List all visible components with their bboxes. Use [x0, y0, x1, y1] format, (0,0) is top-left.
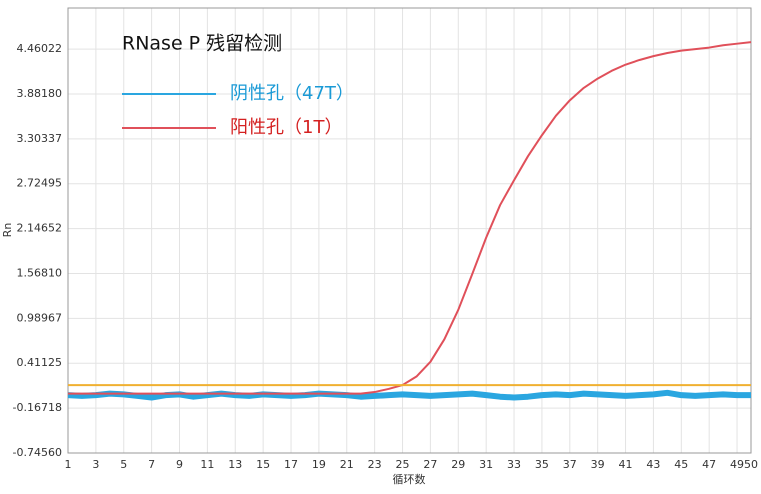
x-tick-label: 7 — [148, 458, 155, 471]
x-tick-label: 31 — [479, 458, 493, 471]
y-tick-label: 4.46022 — [17, 42, 63, 55]
y-tick-label: 0.41125 — [17, 356, 63, 369]
x-tick-label: 50 — [744, 458, 758, 471]
y-axis-label: Rn — [1, 223, 14, 238]
y-tick-label: 2.14652 — [17, 222, 63, 235]
x-tick-label: 15 — [256, 458, 270, 471]
x-tick-label: 21 — [340, 458, 354, 471]
y-tick-label: 1.56810 — [17, 266, 63, 279]
x-tick-label: 23 — [368, 458, 382, 471]
y-tick-label: 3.30337 — [17, 132, 63, 145]
x-tick-label: 37 — [563, 458, 577, 471]
y-tick-label: -0.16718 — [13, 401, 62, 414]
x-tick-label: 33 — [507, 458, 521, 471]
y-tick-label: 2.72495 — [17, 177, 63, 190]
chart-title: RNase P 残留检测 — [122, 33, 282, 55]
x-tick-label: 25 — [396, 458, 410, 471]
x-tick-label: 1 — [65, 458, 72, 471]
x-tick-label: 27 — [423, 458, 437, 471]
x-tick-label: 19 — [312, 458, 326, 471]
legend-label: 阳性孔（1T） — [230, 117, 342, 138]
x-tick-label: 47 — [702, 458, 716, 471]
x-tick-label: 17 — [284, 458, 298, 471]
x-tick-label: 9 — [176, 458, 183, 471]
series-line — [68, 41, 752, 395]
x-tick-label: 13 — [228, 458, 242, 471]
plot-border — [67, 7, 752, 454]
legend-label: 阴性孔（47T） — [230, 83, 354, 104]
x-tick-label: 3 — [92, 458, 99, 471]
y-tick-label: 3.88180 — [17, 87, 63, 100]
x-tick-label: 11 — [200, 458, 214, 471]
x-tick-label: 43 — [646, 458, 660, 471]
x-tick-label: 5 — [120, 458, 127, 471]
series-line — [67, 389, 751, 401]
x-tick-label: 29 — [451, 458, 465, 471]
y-tick-label: 0.98967 — [17, 311, 63, 324]
x-tick-label: 39 — [591, 458, 605, 471]
y-tick-label: -0.74560 — [13, 446, 62, 459]
x-tick-label: 49 — [730, 458, 744, 471]
x-tick-label: 35 — [535, 458, 549, 471]
x-tick-label: 45 — [674, 458, 688, 471]
x-tick-label: 41 — [619, 458, 633, 471]
x-axis-label: 循环数 — [393, 473, 426, 486]
